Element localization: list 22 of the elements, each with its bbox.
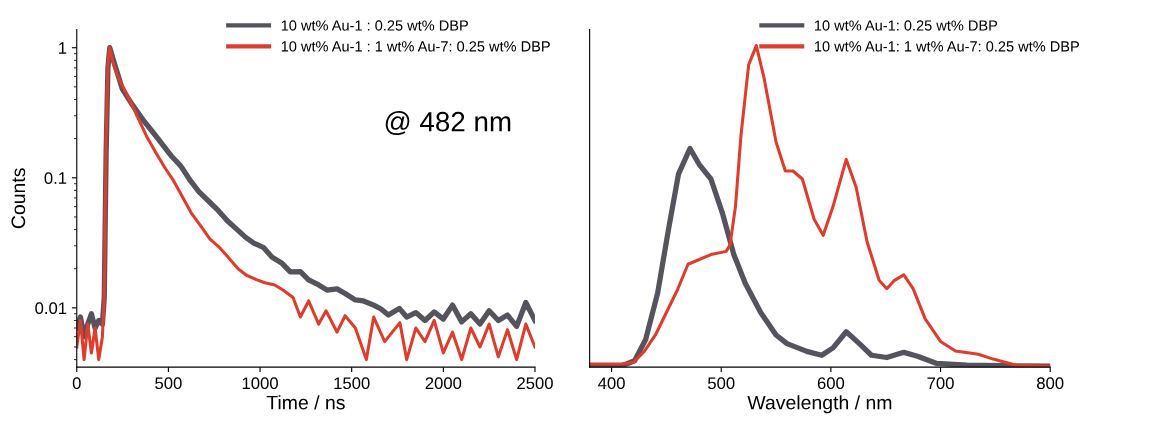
x-axis-title: Time / ns xyxy=(266,395,345,410)
legend-label: 10 wt% Au-1: 0.25 wt% DBP xyxy=(814,20,998,31)
x-tick-label: 800 xyxy=(1037,377,1064,390)
x-tick-label: 700 xyxy=(927,377,954,390)
y-axis-title: Counts xyxy=(11,168,26,229)
y-tick-label: 0.01 xyxy=(35,302,67,315)
y-tick-label: 0.1 xyxy=(44,172,67,184)
x-tick-label: 2500 xyxy=(517,377,553,390)
legend-label: 10 wt% Au-1 : 1 wt% Au-7: 0.25 wt% DBP xyxy=(281,41,550,52)
x-tick-label: 500 xyxy=(707,377,735,390)
x-axis-title: Wavelength / nm xyxy=(747,395,892,414)
x-tick-label: 1500 xyxy=(334,377,370,390)
x-tick-label: 500 xyxy=(155,377,182,390)
x-tick-label: 1000 xyxy=(242,377,278,390)
legend-label: 10 wt% Au-1: 1 wt% Au-7: 0.25 wt% DBP xyxy=(814,41,1079,52)
x-tick-label: 0 xyxy=(72,377,81,390)
x-tick-label: 600 xyxy=(817,377,845,390)
x-tick-label: 400 xyxy=(598,377,625,390)
legend-label: 10 wt% Au-1 : 0.25 wt% DBP xyxy=(281,20,468,31)
y-tick-label: 1 xyxy=(59,42,67,54)
annotation: @ 482 nm xyxy=(385,111,511,136)
x-tick-label: 2000 xyxy=(425,377,462,390)
